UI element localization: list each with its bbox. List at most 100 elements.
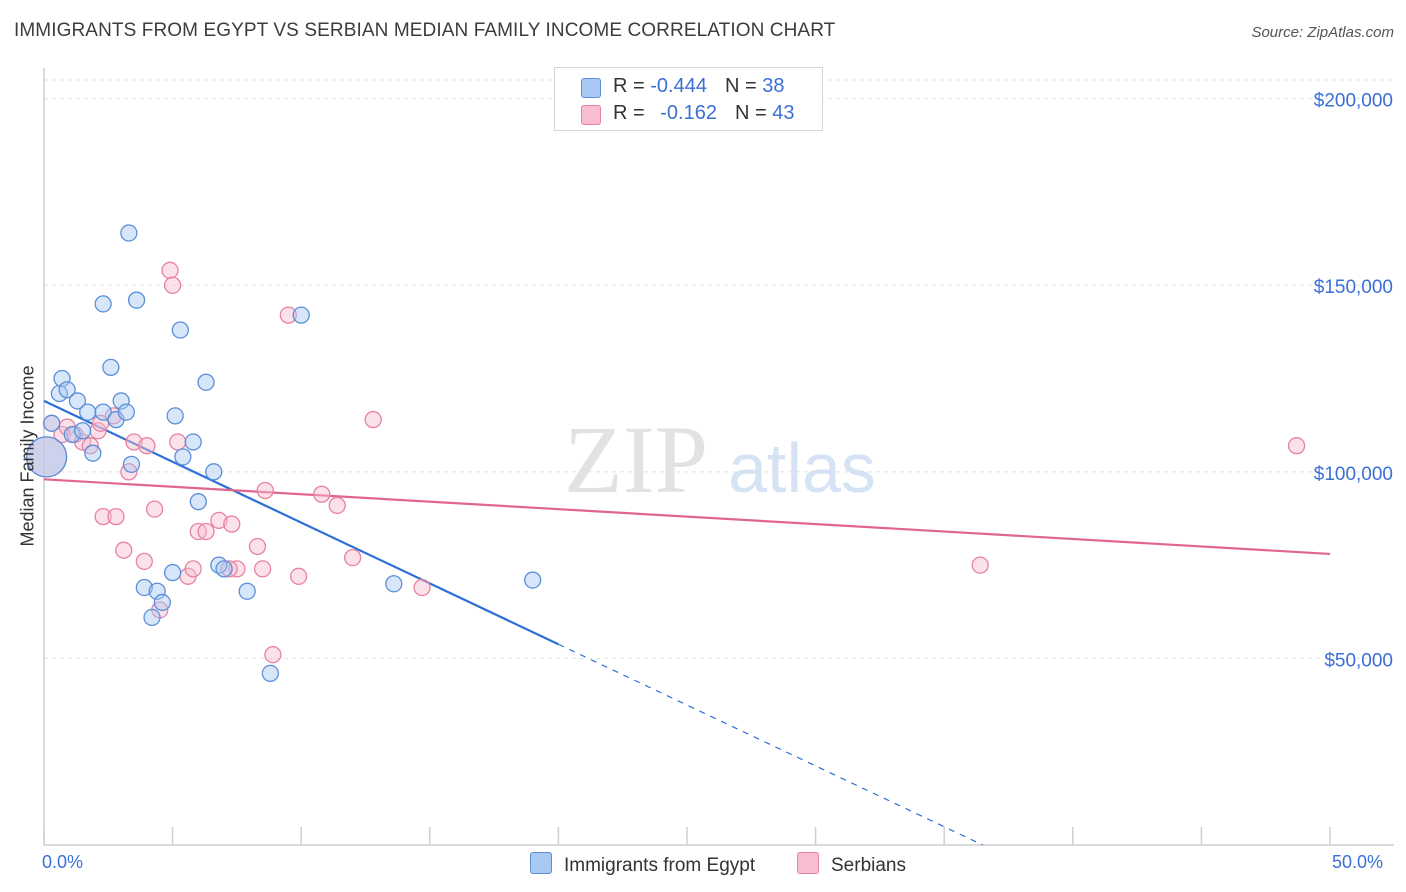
scatter-point [143,608,161,627]
scatter-point [73,422,92,440]
scatter-point [205,463,223,481]
scatter-point [289,567,308,585]
scatter-point [220,560,238,578]
legend-text-serb: R = -0.162 N = 43 [613,102,794,125]
scatter-point [161,261,179,279]
scatter-point [107,507,125,526]
scatter-point [171,321,189,339]
scatter-point [223,515,241,533]
y-tick-label: $50,000 [1324,650,1393,671]
scatter-point [63,425,81,444]
scatter-point [313,485,331,503]
gridlines [44,79,1394,659]
legend-n-label: N = [724,75,763,97]
bottom-legend-egypt: Immigrants from Egypt [530,852,755,877]
scatter-point [43,414,61,432]
scatter-point [112,392,130,410]
scatter-point [145,500,164,518]
egypt-trend-extension [558,643,984,846]
y-tick-label: $150,000 [1314,277,1393,298]
axes [43,68,1394,846]
scatter-point [253,560,272,578]
watermark-atlas: atlas [728,429,876,507]
legend-r-value: -0.162 [660,102,717,124]
scatter-point [135,552,153,571]
y-tick-labels: $50,000 $100,000 $150,000 $200,000 [1314,91,1393,672]
egypt-points [25,224,542,682]
scatter-point [524,571,542,589]
x-max-label: 50.0% [1332,852,1384,872]
scatter-point [138,437,156,455]
source-label: Source: ZipAtlas.com [1251,24,1394,41]
scatter-point [122,455,141,474]
scatter-point [1287,437,1306,455]
trend-lines [43,399,1331,846]
scatter-point [279,306,297,324]
x-min-label: 0.0% [42,852,84,872]
scatter-point [120,224,138,242]
scatter-point [189,493,207,511]
legend-n-value: 38 [762,75,785,97]
scatter-point [148,582,166,600]
scatter-point [115,541,133,559]
watermark-zip: ZIP [564,406,708,513]
scatter-point [256,481,274,500]
scatter-point [58,381,76,399]
scatter-point [153,593,171,612]
scatter-point [68,392,87,410]
scatter-point [343,549,362,567]
scatter-point [197,522,215,541]
legend-text-egypt: R = -0.444 N = 38 [613,75,784,98]
scatter-point [79,403,97,421]
scatter-point [264,646,282,664]
y-tick-label: $200,000 [1314,91,1393,112]
legend-swatch-serb [581,105,601,125]
scatter-point [364,410,382,429]
serbians-trend-line [43,478,1331,556]
scatter-point [174,448,192,466]
legend-r-label: R = [613,102,651,124]
legend-swatch-egypt [581,78,601,98]
legend-r-label: R = [613,75,651,97]
scatter-point [163,563,182,582]
legend-r-value: -0.444 [650,75,707,97]
scatter-point [127,291,146,309]
scatter-point [210,511,228,529]
scatter-point [971,556,989,574]
y-axis-label: Median Family Income [17,365,38,547]
bottom-legend-label-egypt: Immigrants from Egypt [564,855,756,876]
scatter-point [125,433,143,451]
scatter-point [117,403,135,421]
scatter-point [197,373,215,391]
scatter-point [184,433,202,451]
bottom-legend-serb: Serbians [797,852,906,877]
legend-n-label: N = [734,102,773,124]
bottom-legend-swatch-serb [797,852,819,874]
scatter-point [184,560,202,578]
scatter-point [261,664,279,682]
scatter-point [248,537,267,556]
bottom-legend-label-serb: Serbians [831,855,906,876]
scatter-point [292,306,310,324]
egypt-trend-line [43,399,559,646]
scatter-point [328,496,346,515]
scatter-point [84,444,102,462]
scatter-point [413,578,431,597]
scatter-point [53,369,71,388]
scatter-point [25,436,68,478]
scatter-point [385,575,403,593]
correlation-legend: R = -0.444 N = 38 R = -0.162 N = 43 [554,67,823,131]
scatter-point [215,560,233,578]
scatter-point [135,578,153,597]
scatter-point [102,358,120,376]
scatter-point [94,295,112,313]
bottom-legend-swatch-egypt [530,852,552,874]
scatter-point [166,407,184,425]
y-tick-label: $100,000 [1314,464,1393,485]
chart-title: IMMIGRANTS FROM EGYPT VS SERBIAN MEDIAN … [14,20,836,41]
scatter-point [169,433,187,451]
legend-n-value: 43 [772,102,795,124]
scatter-point [163,276,182,294]
scatter-point [94,507,112,526]
